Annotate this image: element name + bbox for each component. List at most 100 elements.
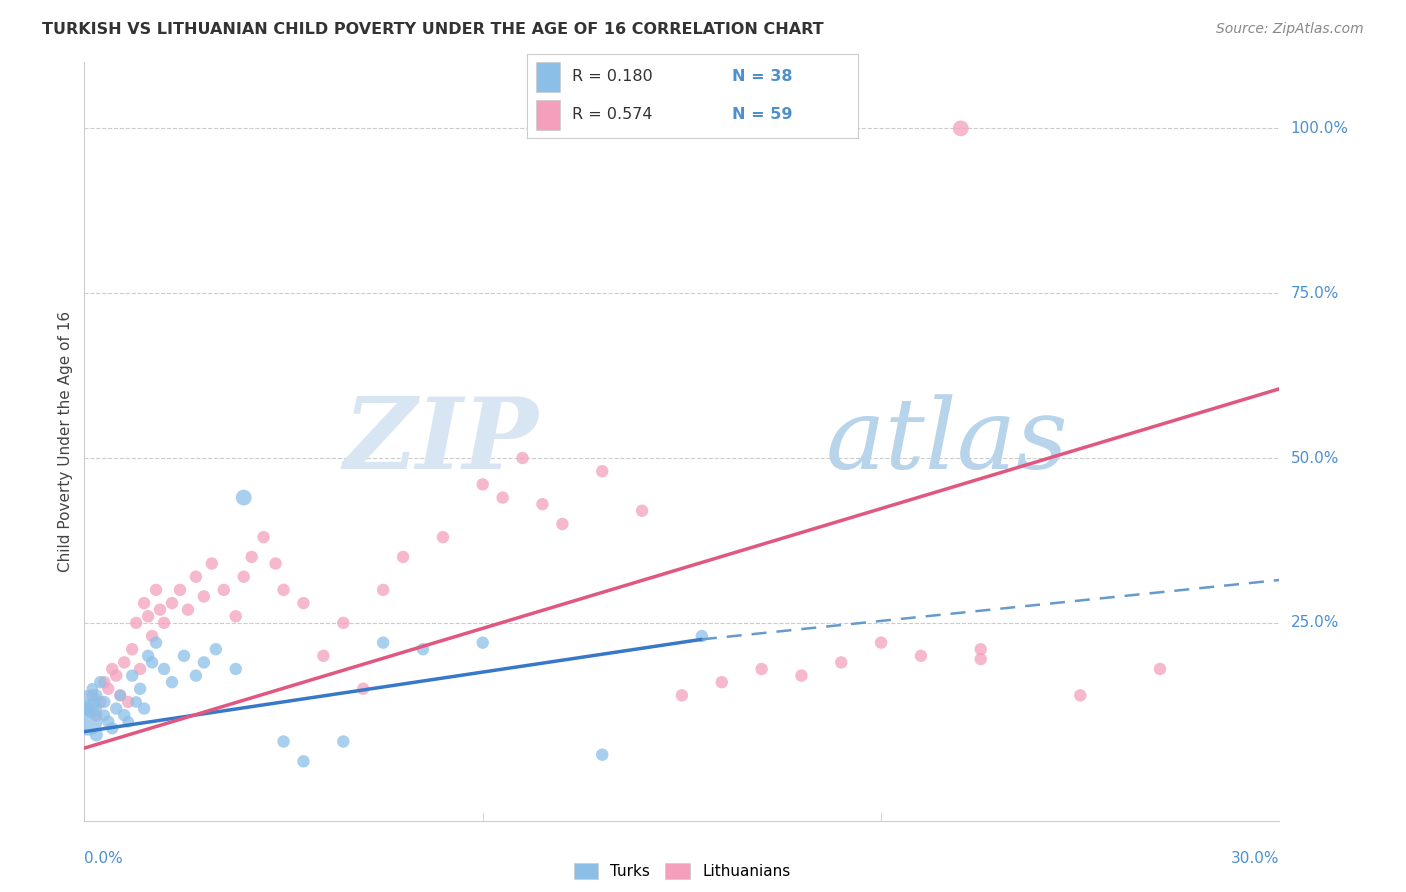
Point <box>830 656 852 670</box>
Point <box>512 450 534 465</box>
Point <box>551 516 574 531</box>
Point <box>225 609 247 624</box>
Point <box>112 708 135 723</box>
Point <box>212 582 235 597</box>
Point <box>492 491 515 505</box>
Point <box>292 596 315 610</box>
Point <box>205 642 228 657</box>
Text: R = 0.574: R = 0.574 <box>572 107 652 122</box>
Point <box>101 662 124 676</box>
Text: N = 59: N = 59 <box>733 107 793 122</box>
Point <box>312 648 335 663</box>
Point <box>412 642 434 657</box>
Point <box>117 695 139 709</box>
Point <box>1149 662 1171 676</box>
Point <box>631 504 654 518</box>
Point <box>105 668 128 682</box>
Point <box>273 582 295 597</box>
Point <box>184 570 207 584</box>
Point <box>132 701 156 715</box>
Point <box>392 549 415 564</box>
Text: N = 38: N = 38 <box>733 70 793 85</box>
Point <box>93 675 115 690</box>
Point <box>201 557 224 571</box>
Text: 0.0%: 0.0% <box>84 851 124 866</box>
Point <box>373 582 395 597</box>
Point <box>232 570 254 584</box>
Point <box>173 648 195 663</box>
Point <box>1069 689 1091 703</box>
Point <box>77 701 100 715</box>
Point <box>790 668 813 682</box>
Point <box>193 656 215 670</box>
Point <box>253 530 276 544</box>
Point <box>160 675 183 690</box>
Point <box>710 675 733 690</box>
Point <box>352 681 374 696</box>
Point <box>136 609 159 624</box>
Text: R = 0.180: R = 0.180 <box>572 70 652 85</box>
Y-axis label: Child Poverty Under the Age of 16: Child Poverty Under the Age of 16 <box>58 311 73 572</box>
Point <box>129 662 152 676</box>
Point <box>110 689 132 703</box>
Point <box>373 635 395 649</box>
Point <box>86 728 108 742</box>
Point <box>86 708 108 723</box>
Point <box>471 477 494 491</box>
Point <box>153 615 176 630</box>
Point <box>432 530 454 544</box>
Point <box>751 662 773 676</box>
Text: atlas: atlas <box>825 394 1069 489</box>
Point <box>77 695 100 709</box>
Point <box>169 582 191 597</box>
Point <box>86 689 108 703</box>
Point <box>89 695 111 709</box>
Point <box>332 615 354 630</box>
Point <box>141 656 163 670</box>
Point <box>110 689 132 703</box>
Text: ZIP: ZIP <box>343 393 538 490</box>
Point <box>125 695 148 709</box>
Point <box>153 662 176 676</box>
Point <box>93 708 115 723</box>
Point <box>97 714 120 729</box>
Point <box>125 615 148 630</box>
Point <box>970 642 993 657</box>
Point <box>82 681 104 696</box>
Point <box>89 675 111 690</box>
Point <box>332 734 354 748</box>
Point <box>160 596 183 610</box>
Point <box>117 714 139 729</box>
Point <box>145 582 167 597</box>
Point <box>141 629 163 643</box>
Point <box>145 635 167 649</box>
Point <box>82 701 104 715</box>
Point <box>273 734 295 748</box>
Point <box>184 668 207 682</box>
Text: 75.0%: 75.0% <box>1291 285 1339 301</box>
Text: TURKISH VS LITHUANIAN CHILD POVERTY UNDER THE AGE OF 16 CORRELATION CHART: TURKISH VS LITHUANIAN CHILD POVERTY UNDE… <box>42 22 824 37</box>
Point <box>101 722 124 736</box>
Point <box>949 121 972 136</box>
Text: 25.0%: 25.0% <box>1291 615 1339 631</box>
Text: 30.0%: 30.0% <box>1232 851 1279 866</box>
Point <box>97 681 120 696</box>
Point <box>591 464 613 478</box>
Text: 50.0%: 50.0% <box>1291 450 1339 466</box>
Point <box>970 652 993 666</box>
Point <box>264 557 287 571</box>
Point <box>136 648 159 663</box>
Point <box>870 635 893 649</box>
Point <box>292 754 315 768</box>
Point <box>121 642 143 657</box>
FancyBboxPatch shape <box>536 62 560 92</box>
Point <box>471 635 494 649</box>
Point <box>910 648 932 663</box>
Point <box>193 590 215 604</box>
FancyBboxPatch shape <box>536 100 560 130</box>
Point <box>690 629 713 643</box>
Point <box>77 714 100 729</box>
Point <box>232 491 254 505</box>
Point <box>177 602 200 616</box>
Legend: Turks, Lithuanians: Turks, Lithuanians <box>568 857 796 885</box>
